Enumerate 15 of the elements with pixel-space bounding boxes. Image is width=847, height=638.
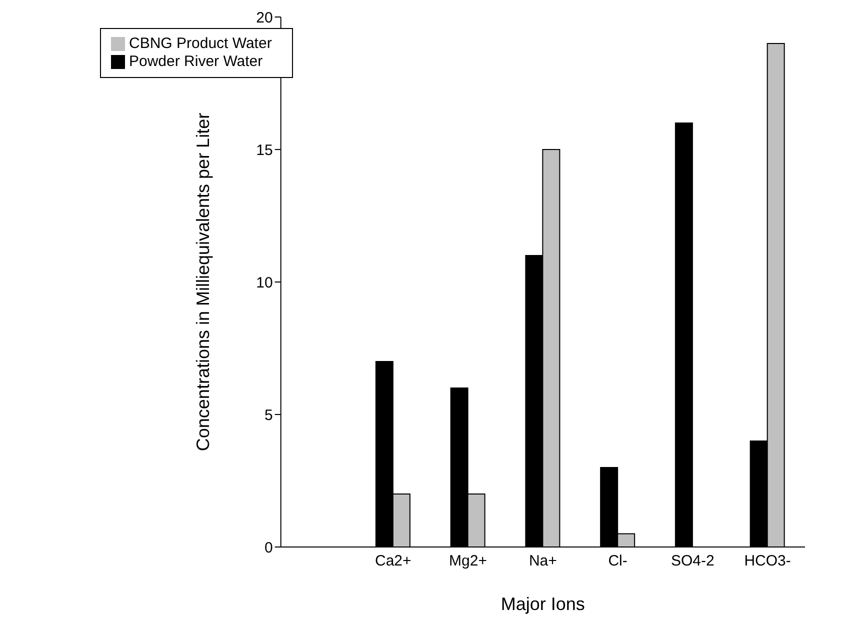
legend-label: Powder River Water	[129, 53, 263, 70]
y-tick-label: 5	[264, 406, 273, 424]
y-axis-title: Concentrations in Milliequivalents per Liter	[193, 112, 214, 452]
y-tick-label: 0	[264, 539, 273, 556]
legend-label: CBNG Product Water	[129, 35, 272, 52]
y-tick-label: 10	[256, 274, 273, 292]
x-tick-label: HCO3-	[744, 552, 791, 570]
x-tick-label: Cl-	[608, 552, 628, 570]
y-tick-label: 15	[256, 142, 273, 159]
x-tick-label: SO4-2	[671, 552, 714, 570]
x-tick-label: Na+	[528, 552, 558, 570]
y-tick-label: 20	[256, 9, 273, 26]
x-tick-label: Mg2+	[449, 552, 488, 570]
x-axis-title: Major Ions	[500, 594, 585, 614]
x-tick-label: Ca2+	[375, 552, 412, 570]
